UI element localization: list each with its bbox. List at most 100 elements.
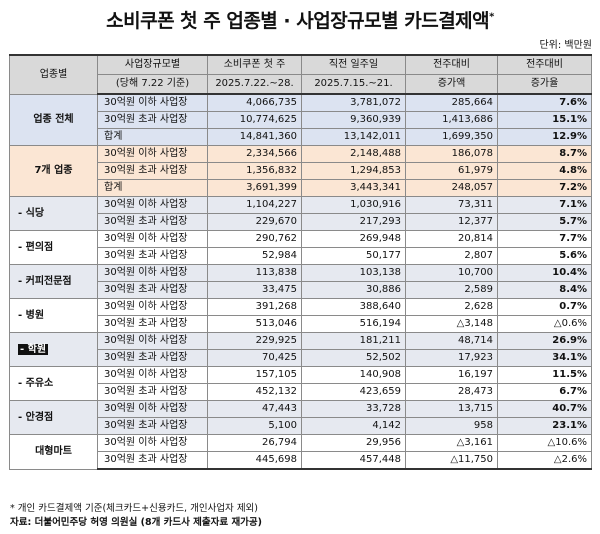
table-row: - 주유소 30억원 이하 사업장 157,105 140,908 16,197 11.5… <box>9 366 592 401</box>
this-week-cell: 14,841,360 <box>207 128 302 146</box>
increase-cell: 958 <box>405 417 498 435</box>
category-cell: 업종 전체 <box>9 93 98 146</box>
table-row: 30억원 초과 사업장 70,425 52,502 17,923 34.1% <box>10 349 592 367</box>
header-increase-line1: 전주대비 <box>405 54 498 75</box>
prev-week-cell: 3,443,341 <box>301 179 406 197</box>
increase-cell: △11,750 <box>405 451 498 470</box>
scale-cell: 30억원 이하 사업장 <box>97 434 208 452</box>
category-cell: - 커피전문점 <box>9 264 98 299</box>
header-this-week-line2: 2025.7.22.~28. <box>207 74 302 95</box>
header-increase-line2: 증가액 <box>405 74 498 95</box>
prev-week-cell: 33,728 <box>301 400 406 418</box>
table-row: - 편의점 30억원 이하 사업장 290,762 269,948 20,814 7.7% <box>9 230 592 265</box>
header-scale-line2: (당해 7.22 기준) <box>97 74 208 95</box>
rate-cell: △2.6% <box>497 451 592 470</box>
scale-cell: 30억원 이하 사업장 <box>97 400 208 418</box>
table-row: - 학원 30억원 이하 사업장 229,925 181,211 48,714 26.9% <box>9 332 592 367</box>
this-week-cell: 4,066,735 <box>207 93 302 112</box>
prev-week-cell: 3,781,072 <box>301 93 406 112</box>
scale-cell: 30억원 초과 사업장 <box>97 247 208 265</box>
increase-cell: 12,377 <box>405 213 498 231</box>
scale-cell: 30억원 초과 사업장 <box>97 162 208 180</box>
this-week-cell: 33,475 <box>207 281 302 299</box>
rate-cell: 11.5% <box>497 366 592 384</box>
header-category: 업종별 <box>9 54 98 95</box>
table-row: 합계 14,841,360 13,142,011 1,699,350 12.9% <box>10 128 592 146</box>
header-row: 업종별 사업장규모별 소비쿠폰 첫 주 직전 일주일 전주대비 전주대비 <box>9 54 592 95</box>
scale-cell: 합계 <box>97 128 208 146</box>
prev-week-cell: 29,956 <box>301 434 406 452</box>
this-week-cell: 52,984 <box>207 247 302 265</box>
prev-week-cell: 181,211 <box>301 332 406 350</box>
prev-week-cell: 1,030,916 <box>301 196 406 214</box>
table-row: - 병원 30억원 이하 사업장 391,268 388,640 2,628 0.7% <box>9 298 592 333</box>
scale-cell: 30억원 초과 사업장 <box>97 417 208 435</box>
category-cell: 대형마트 <box>9 434 98 470</box>
table-row: 업종 전체 30억원 이하 사업장 4,066,735 3,781,072 285,66… <box>9 93 592 146</box>
header-rate-line1: 전주대비 <box>497 54 592 75</box>
header-this-week-line1: 소비쿠폰 첫 주 <box>207 54 302 75</box>
category-cell: - 주유소 <box>9 366 98 401</box>
prev-week-cell: 269,948 <box>301 230 406 248</box>
rate-cell: 5.6% <box>497 247 592 265</box>
table-row: 30억원 초과 사업장 5,100 4,142 958 23.1% <box>10 417 592 435</box>
this-week-cell: 5,100 <box>207 417 302 435</box>
source-note: 자료: 더불어민주당 허영 의원실 (8개 카드사 제출자료 재가공) <box>10 517 263 528</box>
rate-cell: 7.6% <box>497 93 592 112</box>
increase-cell: 2,628 <box>405 298 498 316</box>
this-week-cell: 47,443 <box>207 400 302 418</box>
scale-cell: 30억원 초과 사업장 <box>97 111 208 129</box>
category-label: - 식당 <box>18 207 45 219</box>
rate-cell: 10.4% <box>497 264 592 282</box>
this-week-cell: 391,268 <box>207 298 302 316</box>
category-label: - 편의점 <box>18 241 54 253</box>
prev-week-cell: 30,886 <box>301 281 406 299</box>
prev-week-cell: 9,360,939 <box>301 111 406 129</box>
notes: * 개인 카드결제액 기준(체크카드+신용카드, 개인사업자 제외) 자료: 더… <box>10 502 262 530</box>
rate-cell: 26.9% <box>497 332 592 350</box>
category-cell: - 병원 <box>9 298 98 333</box>
card-payment-table: 업종별 사업장규모별 소비쿠폰 첫 주 직전 일주일 전주대비 전주대비 (당해… <box>9 54 592 470</box>
increase-cell: △3,161 <box>405 434 498 452</box>
prev-week-cell: 457,448 <box>301 451 406 470</box>
category-cell: - 식당 <box>9 196 98 231</box>
category-label: - 학원 <box>18 343 49 355</box>
rate-cell: 40.7% <box>497 400 592 418</box>
rate-cell: 4.8% <box>497 162 592 180</box>
increase-cell: 2,589 <box>405 281 498 299</box>
rate-cell: 23.1% <box>497 417 592 435</box>
rate-cell: 34.1% <box>497 349 592 367</box>
scale-cell: 30억원 초과 사업장 <box>97 349 208 367</box>
prev-week-cell: 516,194 <box>301 315 406 333</box>
header-rate-line2: 증가율 <box>497 74 592 95</box>
scale-cell: 30억원 이하 사업장 <box>97 145 208 163</box>
rate-cell: 5.7% <box>497 213 592 231</box>
table-body: 업종 전체 30억원 이하 사업장 4,066,735 3,781,072 285,66… <box>9 93 592 470</box>
this-week-cell: 1,356,832 <box>207 162 302 180</box>
this-week-cell: 229,925 <box>207 332 302 350</box>
scale-cell: 30억원 이하 사업장 <box>97 264 208 282</box>
prev-week-cell: 2,148,488 <box>301 145 406 163</box>
table-row: 합계 3,691,399 3,443,341 248,057 7.2% <box>10 179 592 197</box>
increase-cell: △3,148 <box>405 315 498 333</box>
increase-cell: 17,923 <box>405 349 498 367</box>
this-week-cell: 3,691,399 <box>207 179 302 197</box>
increase-cell: 1,413,686 <box>405 111 498 129</box>
increase-cell: 16,197 <box>405 366 498 384</box>
page-title: 소비쿠폰 첫 주 업종별 · 사업장규모별 카드결제액* <box>106 10 494 32</box>
rate-cell: 15.1% <box>497 111 592 129</box>
rate-cell: 7.1% <box>497 196 592 214</box>
table-row: 30억원 초과 사업장 229,670 217,293 12,377 5.7% <box>10 213 592 231</box>
category-label: 7개 업종 <box>34 165 73 176</box>
unit-label: 단위: 백만원 <box>539 40 592 51</box>
category-label: - 커피전문점 <box>18 275 72 287</box>
this-week-cell: 26,794 <box>207 434 302 452</box>
scale-cell: 30억원 초과 사업장 <box>97 383 208 401</box>
scale-cell: 30억원 초과 사업장 <box>97 451 208 470</box>
table-row: - 커피전문점 30억원 이하 사업장 113,838 103,138 10,700 10… <box>9 264 592 299</box>
footnote: * 개인 카드결제액 기준(체크카드+신용카드, 개인사업자 제외) <box>10 503 259 514</box>
this-week-cell: 157,105 <box>207 366 302 384</box>
prev-week-cell: 140,908 <box>301 366 406 384</box>
prev-week-cell: 4,142 <box>301 417 406 435</box>
